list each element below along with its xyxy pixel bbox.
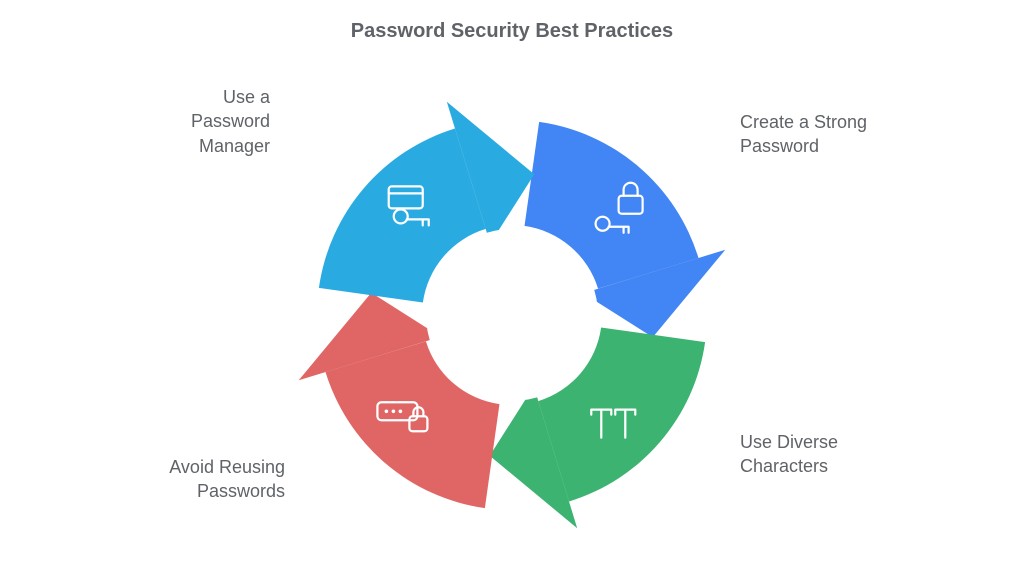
label-password-manager: Use aPasswordManager [191,85,270,158]
label-strong-password: Create a StrongPassword [740,110,867,159]
diagram-stage: Password Security Best Practices Create … [0,0,1024,576]
label-avoid-reusing: Avoid ReusingPasswords [169,455,285,504]
cycle-diagram [0,0,1024,576]
inner-disc [426,229,598,401]
page-title: Password Security Best Practices [0,20,1024,43]
label-diverse-characters: Use DiverseCharacters [740,430,838,479]
